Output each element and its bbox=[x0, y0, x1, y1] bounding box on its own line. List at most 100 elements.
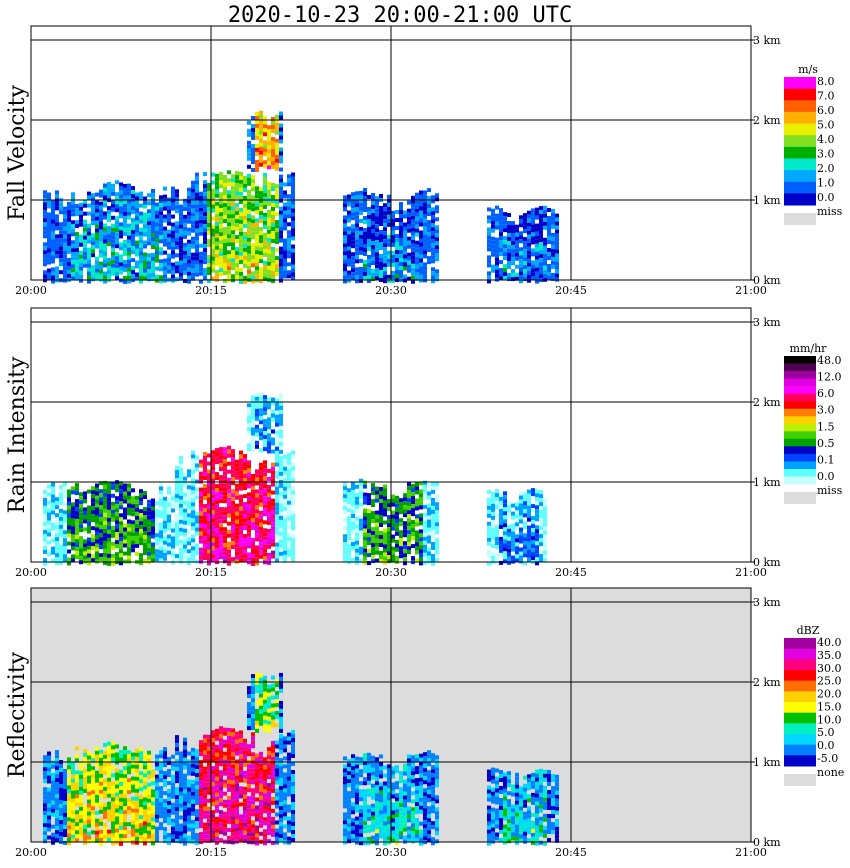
colorbar-label: 0.1 bbox=[817, 453, 835, 466]
colorbar-missing-label: miss bbox=[817, 205, 843, 218]
x-tick-label: 20:15 bbox=[195, 284, 227, 297]
height-tick-label: 0 km bbox=[753, 274, 781, 287]
echo-region bbox=[343, 750, 439, 846]
height-tick-label: 2 km bbox=[753, 676, 781, 689]
colorbar-label: 3.0 bbox=[817, 404, 835, 417]
colorbar-swatch bbox=[784, 638, 816, 650]
colorbar-swatch bbox=[784, 135, 816, 148]
echo-region bbox=[187, 170, 295, 284]
x-tick-label: 20:45 bbox=[555, 566, 587, 579]
colorbar-label: 15.0 bbox=[817, 700, 842, 713]
echo-region bbox=[343, 478, 439, 566]
colorbar-swatch bbox=[784, 111, 816, 125]
echo-region bbox=[43, 180, 187, 284]
colorbar-swatch bbox=[784, 702, 816, 714]
colorbar-swatch bbox=[784, 734, 816, 746]
echo-region bbox=[343, 188, 439, 284]
panel-ylabel: Reflectivity bbox=[5, 651, 30, 778]
colorbar-swatch bbox=[784, 88, 816, 101]
colorbar-label: 30.0 bbox=[817, 662, 842, 675]
figure-title: 2020-10-23 20:00-21:00 UTC bbox=[228, 3, 572, 28]
panel-reflectivity: 20:00 20:15 20:30 20:45 21:00 3 km 2 km 1 km 0 k… bbox=[5, 587, 844, 859]
colorbar-swatch bbox=[784, 691, 816, 703]
colorbar-label: 0.5 bbox=[817, 437, 835, 450]
echo-region bbox=[175, 445, 295, 566]
colorbar-swatch bbox=[784, 363, 816, 372]
colorbar-missing-label: none bbox=[817, 766, 844, 779]
echo-region bbox=[43, 741, 175, 846]
colorbar-swatch bbox=[784, 193, 816, 206]
height-tick-label: 0 km bbox=[753, 556, 781, 569]
height-tick-label: 2 km bbox=[753, 114, 781, 127]
colorbar-label: 10.0 bbox=[817, 713, 842, 726]
plot-frame bbox=[30, 307, 752, 563]
colorbar-label: 1.5 bbox=[817, 420, 835, 433]
echo-region bbox=[487, 205, 559, 284]
x-tick-label: 21:00 bbox=[735, 846, 767, 859]
colorbar-label: 0.0 bbox=[817, 191, 835, 204]
height-tick-label: 3 km bbox=[753, 34, 781, 47]
colorbar-unit: mm/hr bbox=[790, 342, 828, 355]
panel-ylabel: Rain Intensity bbox=[5, 356, 30, 513]
x-tick-label: 20:00 bbox=[15, 846, 47, 859]
height-tick-label: 3 km bbox=[753, 316, 781, 329]
colorbar-label: 0.0 bbox=[817, 739, 835, 752]
height-tick-label: 2 km bbox=[753, 396, 781, 409]
colorbar-label: 4.0 bbox=[817, 133, 835, 146]
colorbar-label: 5.0 bbox=[817, 119, 835, 132]
colorbar-swatch bbox=[784, 408, 816, 417]
colorbar-swatch bbox=[784, 438, 816, 447]
colorbar-label: -5.0 bbox=[817, 752, 838, 765]
colorbar-label: 1.0 bbox=[817, 177, 835, 190]
colorbar-swatch bbox=[784, 659, 816, 671]
x-tick-label: 20:30 bbox=[375, 846, 407, 859]
x-tick-label: 21:00 bbox=[735, 284, 767, 297]
colorbar-swatch bbox=[784, 123, 816, 136]
x-tick-label: 20:45 bbox=[555, 284, 587, 297]
colorbar-swatch bbox=[784, 423, 816, 432]
colorbar: dBZ40.035.030.025.020.015.010.05.00.0-5.… bbox=[784, 624, 844, 786]
colorbar-swatch bbox=[784, 356, 816, 365]
colorbar-label: 48.0 bbox=[817, 354, 842, 367]
x-tick-label: 20:15 bbox=[195, 566, 227, 579]
echo-region bbox=[247, 672, 283, 733]
colorbar-label: 40.0 bbox=[817, 636, 842, 649]
plot-frame bbox=[30, 25, 752, 281]
colorbar-label: 2.0 bbox=[817, 162, 835, 175]
colorbar-label: 7.0 bbox=[817, 90, 835, 103]
colorbar-swatch bbox=[784, 744, 816, 756]
height-tick-label: 0 km bbox=[753, 836, 781, 849]
colorbar-label: 12.0 bbox=[817, 371, 842, 384]
colorbar-label: 6.0 bbox=[817, 387, 835, 400]
colorbar-swatch bbox=[784, 461, 816, 470]
colorbar-label: 25.0 bbox=[817, 675, 842, 688]
height-tick-label: 1 km bbox=[753, 476, 781, 489]
x-tick-label: 20:00 bbox=[15, 566, 47, 579]
colorbar-swatch bbox=[784, 416, 816, 425]
panel-rain-intensity: 20:00 20:15 20:30 20:45 21:00 3 km 2 km 1 km 0 k… bbox=[5, 307, 843, 579]
colorbar-swatch bbox=[784, 755, 816, 767]
colorbar-unit: dBZ bbox=[797, 624, 820, 637]
colorbar-unit: m/s bbox=[798, 63, 818, 76]
echo-region bbox=[175, 726, 295, 846]
colorbar-swatch bbox=[784, 468, 816, 477]
colorbar-label: 6.0 bbox=[817, 104, 835, 117]
colorbar-label: 3.0 bbox=[817, 148, 835, 161]
colorbar-swatch bbox=[784, 386, 816, 395]
plot-frame bbox=[30, 587, 752, 843]
colorbar-missing-swatch bbox=[784, 213, 816, 225]
echo-region bbox=[487, 767, 559, 846]
colorbar-swatch bbox=[784, 170, 816, 183]
colorbar-swatch bbox=[784, 146, 816, 159]
x-tick-label: 20:00 bbox=[15, 284, 47, 297]
echo-region bbox=[43, 480, 175, 566]
x-tick-label: 20:30 bbox=[375, 566, 407, 579]
echo-region bbox=[247, 392, 283, 454]
echo-region bbox=[487, 488, 547, 566]
colorbar-swatch bbox=[784, 453, 816, 462]
x-tick-label: 20:30 bbox=[375, 284, 407, 297]
colorbar-swatch bbox=[784, 476, 816, 485]
colorbar-label: 35.0 bbox=[817, 649, 842, 662]
